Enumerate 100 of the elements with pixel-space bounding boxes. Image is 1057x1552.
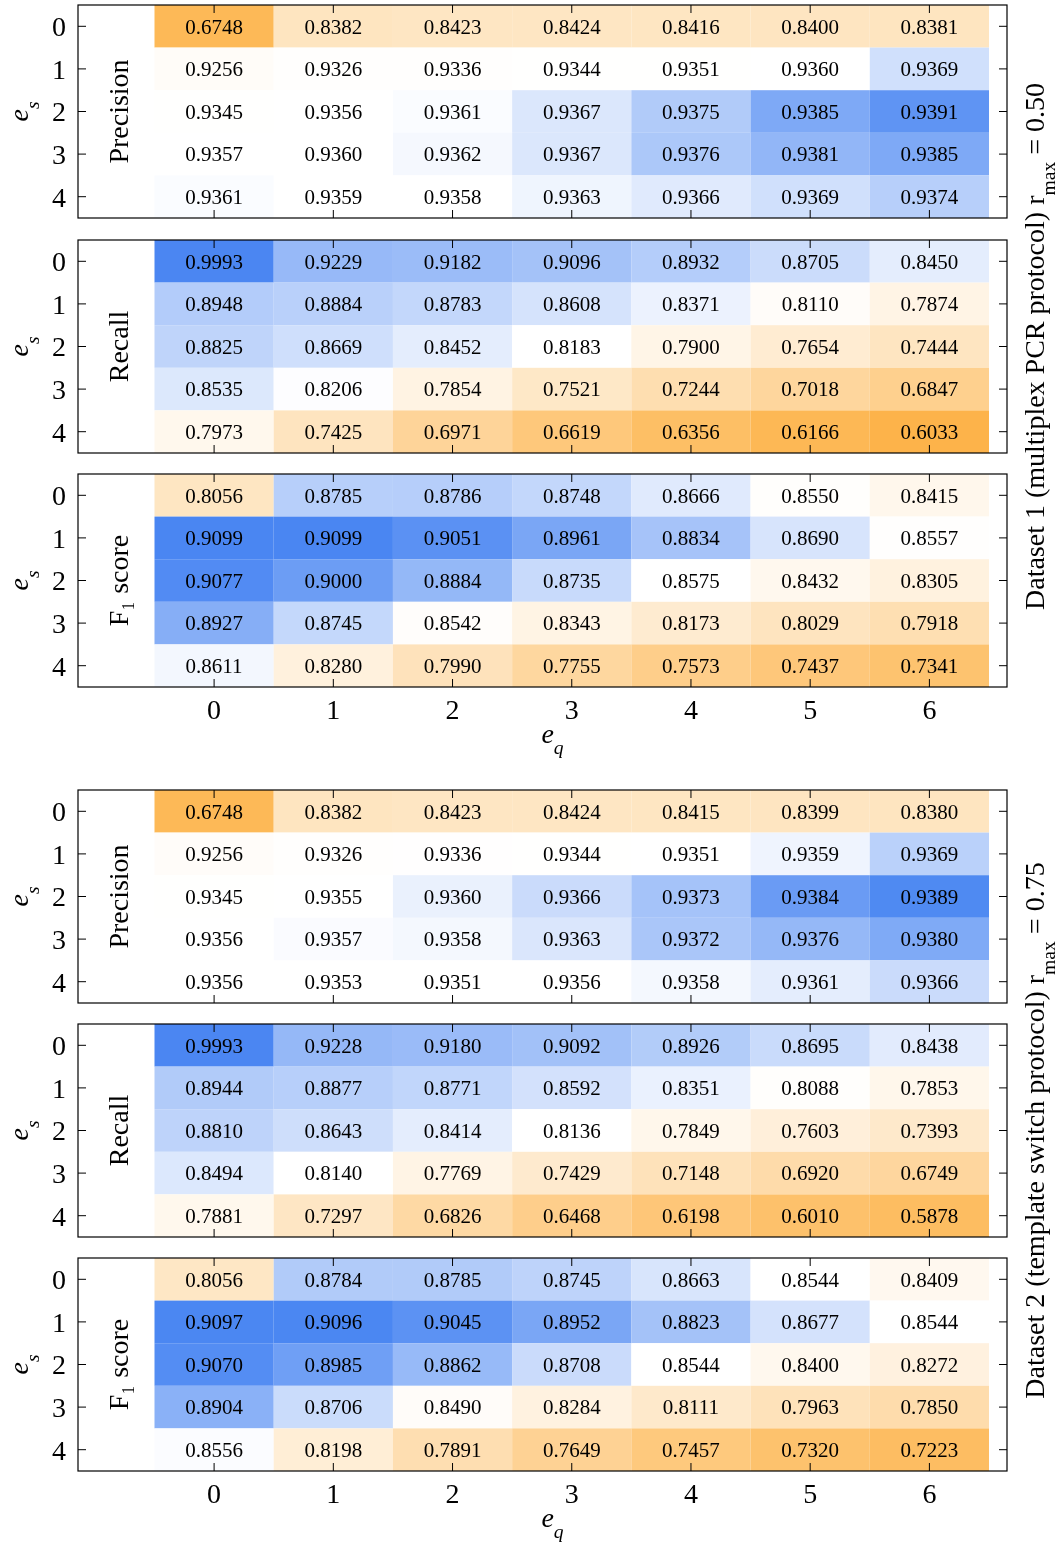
data-label: 0.8877 <box>304 1076 363 1101</box>
data-label: 0.9360 <box>781 57 840 82</box>
data-label: 0.8611 <box>185 654 243 679</box>
data-label: 0.6468 <box>542 1204 601 1229</box>
data-label: 0.7654 <box>781 334 840 359</box>
y-tick-label: 0 <box>52 11 66 43</box>
y-tick-label: 3 <box>52 373 66 405</box>
data-label: 0.9077 <box>185 568 243 593</box>
x-tick-label: 5 <box>803 1478 818 1509</box>
data-label: 0.7900 <box>662 334 720 359</box>
data-label: 0.8884 <box>304 292 363 317</box>
data-label: 0.8592 <box>542 1076 601 1101</box>
data-label: 0.8183 <box>542 334 601 359</box>
data-label: 0.9374 <box>900 185 959 210</box>
data-label: 0.8785 <box>304 483 363 508</box>
data-label: 0.9357 <box>304 927 363 952</box>
y-tick-label: 2 <box>52 96 66 128</box>
data-label: 0.8735 <box>542 568 601 593</box>
data-label: 0.8198 <box>304 1438 363 1463</box>
data-label: 0.5878 <box>900 1204 959 1229</box>
data-label: 0.6166 <box>781 420 840 445</box>
data-label: 0.8382 <box>304 14 363 39</box>
y-tick-label: 2 <box>52 1349 66 1381</box>
data-label: 0.8952 <box>542 1310 601 1335</box>
data-label: 0.7603 <box>781 1118 840 1143</box>
data-label: 0.9045 <box>423 1310 482 1335</box>
data-label: 0.9326 <box>304 842 363 867</box>
y-tick-label: 4 <box>52 1434 66 1466</box>
y-tick-label: 1 <box>52 1072 66 1104</box>
y-tick-label: 1 <box>52 1306 66 1338</box>
data-label: 0.6010 <box>781 1204 840 1229</box>
data-label: 0.8424 <box>542 14 602 39</box>
y-tick-label: 3 <box>52 1391 66 1423</box>
data-label: 0.6356 <box>662 420 720 445</box>
y-tick-label: 0 <box>52 1030 66 1062</box>
text: Precision <box>103 844 134 949</box>
y-tick-label: 1 <box>52 53 66 85</box>
data-label: 0.9366 <box>662 185 720 210</box>
data-label: 0.8575 <box>662 568 720 593</box>
data-label: 0.9360 <box>304 142 363 167</box>
data-label: 0.8745 <box>304 611 363 636</box>
data-label: 0.9097 <box>185 1310 243 1335</box>
data-label: 0.9373 <box>662 884 720 909</box>
data-label: 0.8140 <box>304 1161 363 1186</box>
x-tick-label: 0 <box>207 1478 222 1509</box>
data-label: 0.9336 <box>423 57 482 82</box>
data-label: 0.9351 <box>423 970 482 995</box>
data-label: 0.9336 <box>423 842 482 867</box>
data-label: 0.7148 <box>662 1161 720 1186</box>
data-label: 0.6619 <box>542 420 601 445</box>
data-label: 0.8432 <box>781 568 840 593</box>
data-label: 0.8544 <box>781 1267 840 1292</box>
data-label: 0.7881 <box>185 1204 243 1229</box>
data-label: 0.8111 <box>662 1395 720 1420</box>
y-tick-label: 2 <box>52 331 66 363</box>
data-label: 0.8272 <box>900 1352 959 1377</box>
y-tick-label: 0 <box>52 796 66 828</box>
data-label: 0.9367 <box>542 99 601 124</box>
data-label: 0.8944 <box>185 1076 244 1101</box>
data-label: 0.8206 <box>304 377 363 402</box>
text: Recall <box>103 310 134 383</box>
data-label: 0.9369 <box>900 842 959 867</box>
y-tick-label: 2 <box>52 1115 66 1147</box>
data-label: 0.9351 <box>662 842 720 867</box>
data-label: 0.8490 <box>423 1395 482 1420</box>
data-label: 0.9366 <box>900 970 959 995</box>
data-label: 0.6033 <box>900 420 959 445</box>
data-label: 0.8056 <box>185 483 243 508</box>
data-label: 0.8985 <box>304 1352 363 1377</box>
y-tick-label: 1 <box>52 522 66 554</box>
text: Precision <box>103 59 134 164</box>
data-label: 0.9993 <box>185 1033 243 1058</box>
data-label: 0.9096 <box>542 249 601 274</box>
data-label: 0.7320 <box>781 1438 840 1463</box>
data-label: 0.7874 <box>900 292 959 317</box>
data-label: 0.9356 <box>542 970 601 995</box>
data-label: 0.8745 <box>542 1267 601 1292</box>
y-tick-label: 2 <box>52 565 66 597</box>
data-label: 0.9356 <box>185 927 243 952</box>
data-label: 0.8926 <box>662 1033 720 1058</box>
data-label: 0.9372 <box>662 927 720 952</box>
data-label: 0.9358 <box>662 970 720 995</box>
data-label: 0.9993 <box>185 249 243 274</box>
y-tick-label: 4 <box>52 966 66 998</box>
data-label: 0.9363 <box>542 185 601 210</box>
x-tick-label: 4 <box>683 1478 698 1509</box>
data-label: 0.9256 <box>185 842 243 867</box>
data-label: 0.9353 <box>304 970 363 995</box>
x-tick-label: 3 <box>564 694 579 725</box>
y-tick-label: 4 <box>52 416 66 448</box>
y-tick-label: 3 <box>52 1157 66 1189</box>
data-label: 0.8690 <box>781 526 840 551</box>
data-label: 0.8948 <box>185 292 243 317</box>
data-label: 0.9099 <box>185 526 243 551</box>
data-label: 0.9345 <box>185 884 243 909</box>
data-label: 0.7223 <box>900 1438 959 1463</box>
data-label: 0.8371 <box>662 292 720 317</box>
data-label: 0.8400 <box>781 14 840 39</box>
x-tick-label: 6 <box>922 1478 937 1509</box>
data-label: 0.7891 <box>423 1438 482 1463</box>
